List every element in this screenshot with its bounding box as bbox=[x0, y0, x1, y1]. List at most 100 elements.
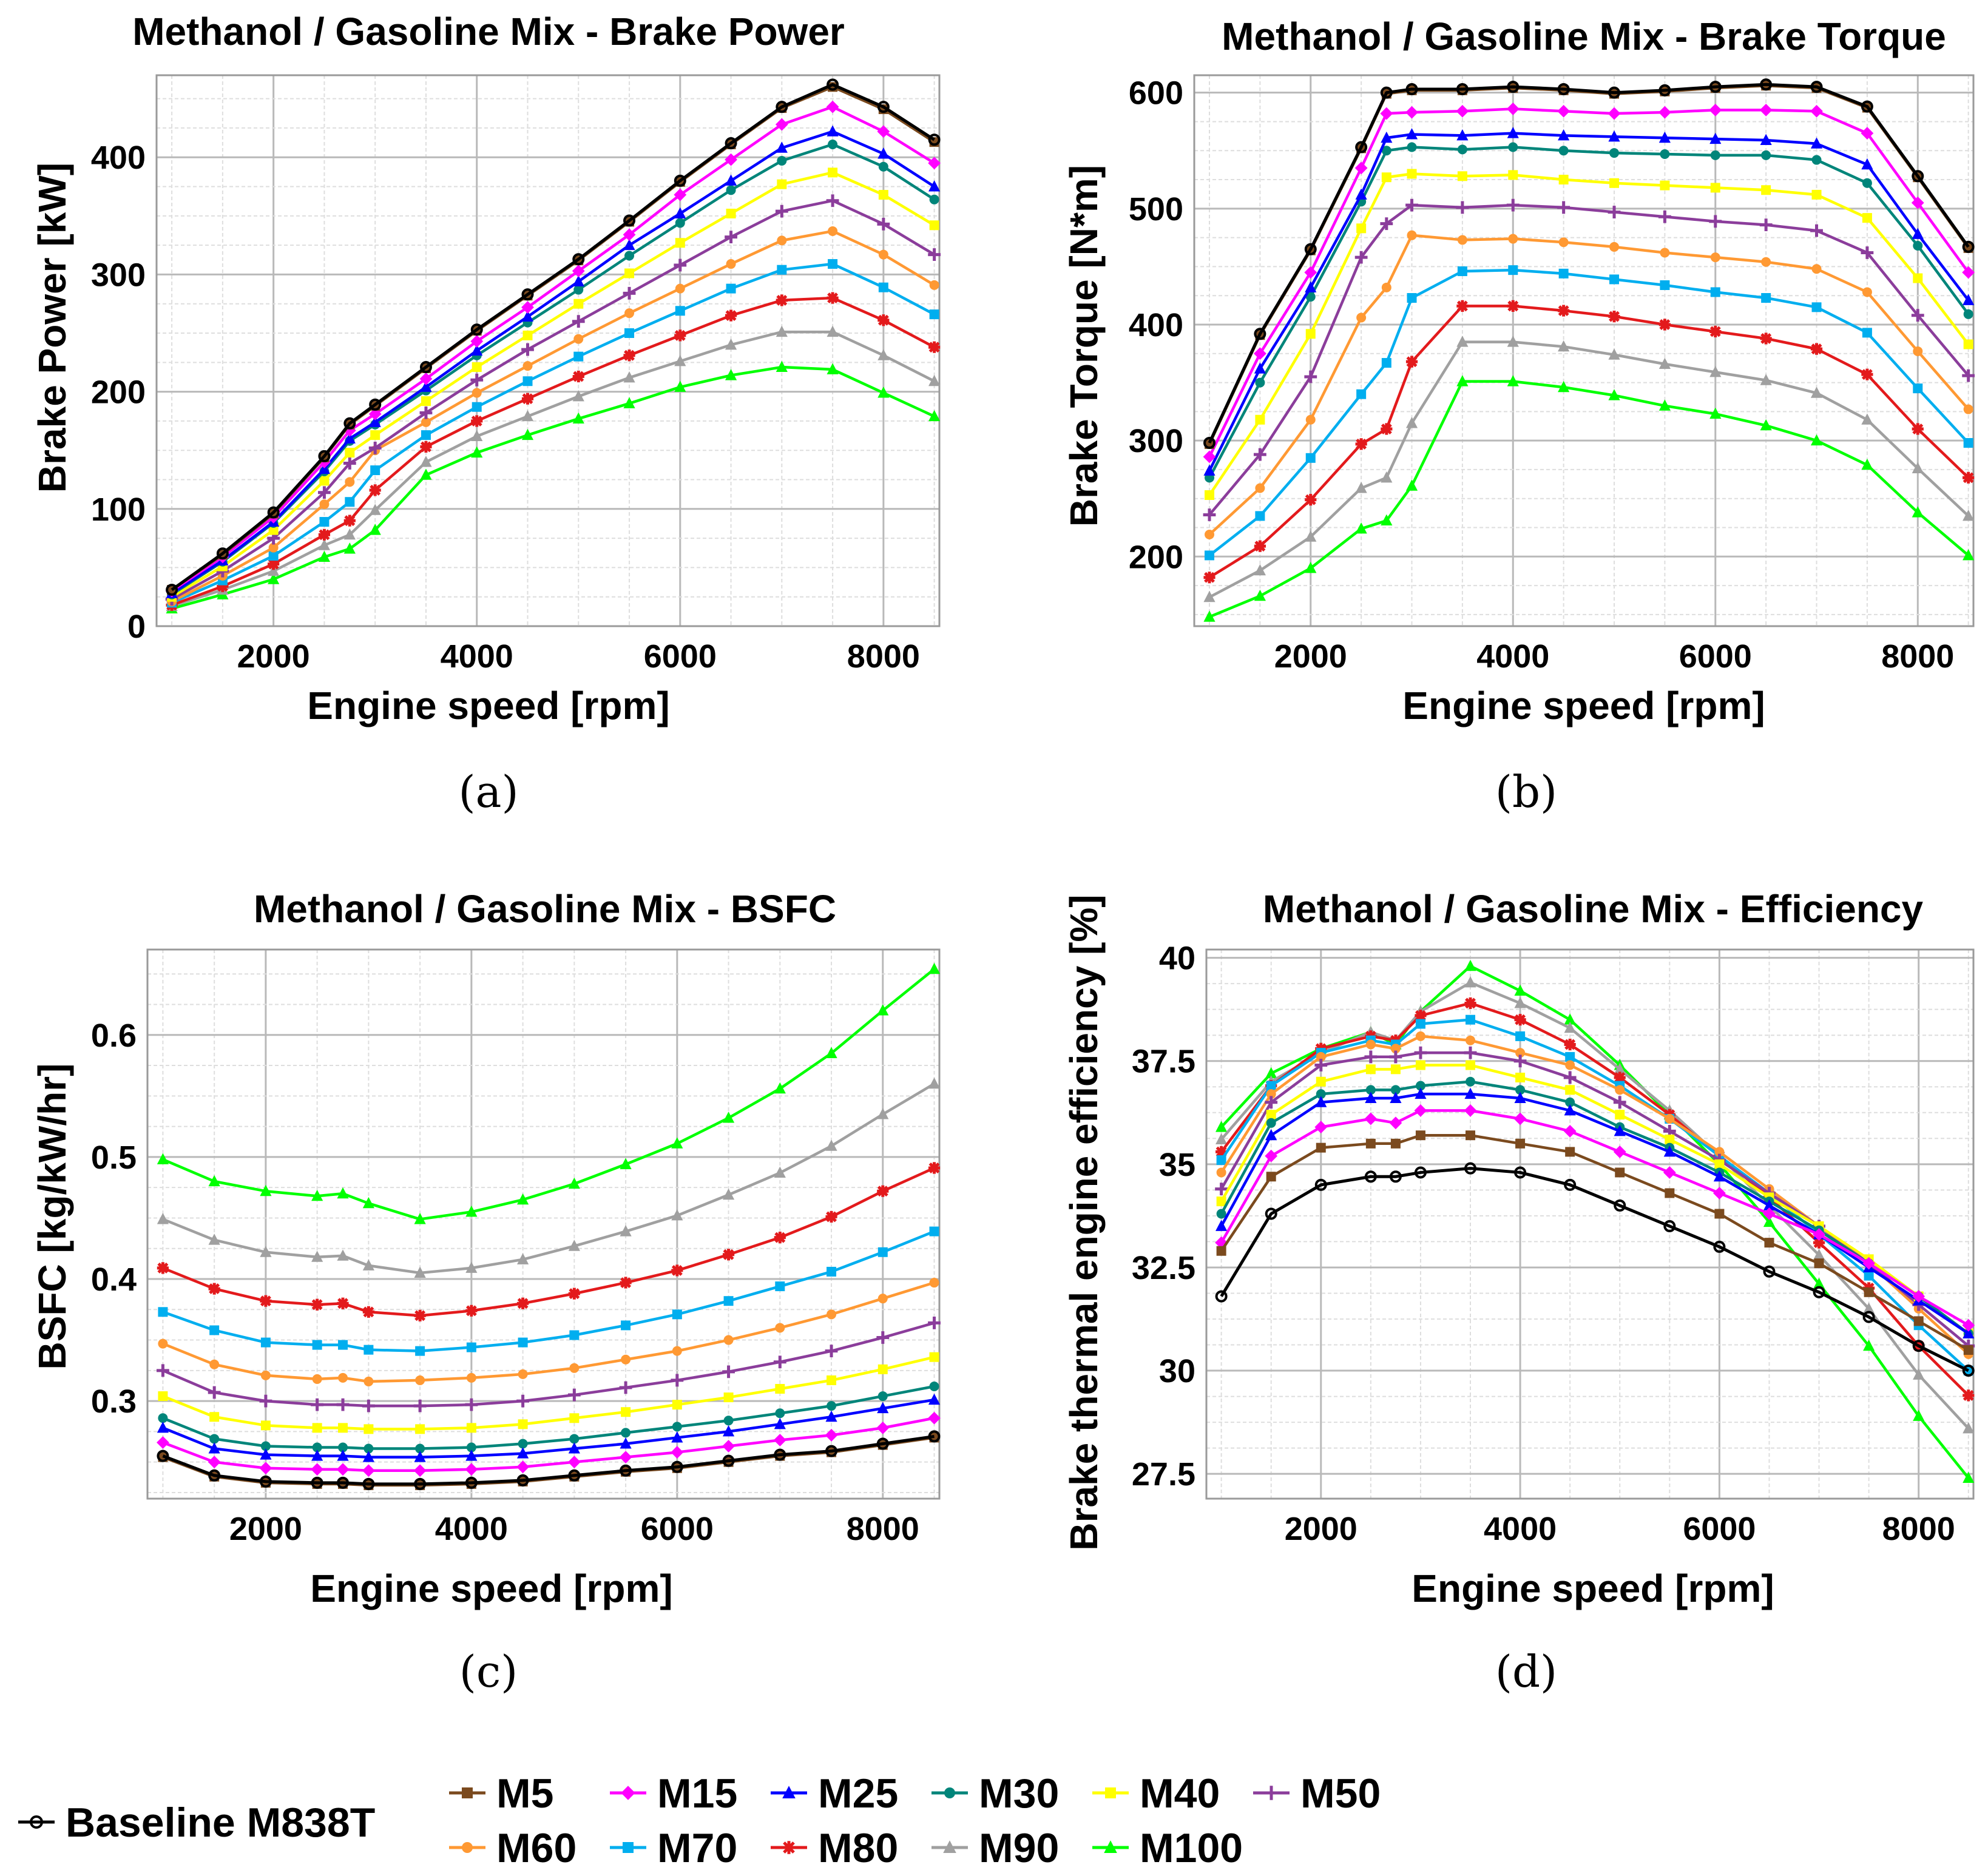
data-point-m90 bbox=[1381, 471, 1393, 483]
data-point-m5 bbox=[1565, 1147, 1575, 1157]
data-point-baseline bbox=[259, 1475, 272, 1488]
data-point-m100 bbox=[620, 1158, 632, 1169]
data-point-m70 bbox=[415, 1346, 425, 1356]
data-point-m40 bbox=[828, 167, 838, 178]
data-point-m50 bbox=[1354, 251, 1368, 264]
series-m30 bbox=[1205, 142, 1973, 483]
data-point-baseline bbox=[1203, 436, 1216, 449]
data-point-m100 bbox=[928, 410, 941, 422]
data-point-m30 bbox=[929, 1381, 939, 1391]
data-point-m15 bbox=[1414, 1104, 1427, 1117]
data-point-m30 bbox=[573, 285, 584, 295]
data-point-m25 bbox=[311, 1449, 323, 1461]
data-point-m25 bbox=[1265, 1129, 1277, 1141]
data-point-m50 bbox=[419, 406, 433, 419]
data-point-baseline bbox=[516, 1474, 529, 1487]
data-point-m80 bbox=[1760, 332, 1772, 345]
y-axis-label: Brake Torque [N*m] bbox=[1062, 165, 1106, 527]
data-point-m100 bbox=[1912, 506, 1924, 518]
series-m80 bbox=[166, 292, 941, 611]
data-point-m25 bbox=[1963, 1327, 1975, 1338]
data-point-m100 bbox=[1709, 407, 1722, 419]
data-point-m90 bbox=[268, 564, 280, 576]
data-point-m60 bbox=[672, 1346, 682, 1356]
data-point-m100 bbox=[877, 1004, 889, 1016]
data-point-m70 bbox=[621, 1320, 631, 1331]
data-point-m70 bbox=[573, 351, 584, 362]
data-point-m40 bbox=[522, 330, 533, 340]
data-point-m60 bbox=[421, 417, 431, 427]
data-point-m90 bbox=[671, 1209, 683, 1221]
data-point-m15 bbox=[826, 100, 839, 113]
data-point-m60 bbox=[1714, 1147, 1725, 1157]
data-point-m25 bbox=[725, 174, 737, 186]
data-point-m15 bbox=[521, 301, 534, 314]
data-point-m100 bbox=[877, 386, 890, 398]
data-point-m70 bbox=[672, 1309, 682, 1320]
data-point-m80 bbox=[369, 484, 381, 496]
data-point-m90 bbox=[517, 1253, 529, 1264]
series-line-baseline bbox=[1220, 1167, 1969, 1372]
data-point-m100 bbox=[318, 550, 331, 562]
data-point-m100 bbox=[208, 1175, 220, 1187]
data-point-m100 bbox=[1963, 548, 1975, 561]
data-point-m15 bbox=[1304, 266, 1317, 279]
data-point-baseline bbox=[877, 101, 890, 113]
data-point-m100 bbox=[343, 542, 356, 554]
data-point-m15 bbox=[773, 1434, 786, 1446]
data-point-m70 bbox=[268, 551, 279, 561]
data-point-m50 bbox=[623, 286, 636, 300]
data-point-m50 bbox=[1456, 201, 1469, 214]
data-point-m60 bbox=[828, 226, 838, 236]
data-point-m70 bbox=[260, 1337, 271, 1348]
data-point-m40 bbox=[569, 1413, 580, 1423]
data-point-m30 bbox=[726, 185, 736, 195]
data-point-m60 bbox=[1305, 414, 1316, 425]
data-point-m5 bbox=[1390, 1138, 1401, 1149]
data-point-m15 bbox=[1364, 1112, 1378, 1125]
data-point-m40 bbox=[415, 1424, 425, 1434]
data-point-m25 bbox=[1355, 188, 1367, 200]
data-point-m90 bbox=[1564, 1021, 1576, 1033]
data-point-m90 bbox=[774, 1166, 786, 1178]
data-point-m25 bbox=[1963, 294, 1975, 305]
data-point-m100 bbox=[362, 1196, 374, 1209]
data-point-m50 bbox=[1203, 508, 1216, 521]
data-point-m25 bbox=[414, 1451, 426, 1462]
data-point-m90 bbox=[825, 1139, 837, 1151]
data-point-m90 bbox=[1514, 997, 1526, 1008]
data-point-baseline bbox=[1658, 84, 1671, 96]
legend-item-m15: M15 bbox=[610, 1770, 737, 1817]
data-point-m100 bbox=[1203, 610, 1215, 622]
data-point-m25 bbox=[1390, 1092, 1402, 1103]
y-tick-label: 500 bbox=[1129, 191, 1183, 228]
data-point-m60 bbox=[621, 1354, 631, 1365]
data-point-m40 bbox=[1665, 1135, 1675, 1145]
data-point-m50 bbox=[567, 1388, 581, 1402]
data-point-m15 bbox=[928, 157, 941, 170]
data-point-m50 bbox=[1709, 215, 1722, 228]
legend-label: M50 bbox=[1300, 1770, 1381, 1817]
data-point-m15 bbox=[157, 1436, 169, 1449]
data-point-m100 bbox=[1381, 514, 1393, 526]
plot-frame bbox=[1193, 74, 1975, 627]
data-point-baseline bbox=[465, 1476, 478, 1489]
data-point-m50 bbox=[368, 441, 382, 454]
data-point-m15 bbox=[1557, 104, 1570, 118]
data-point-m100 bbox=[1963, 1471, 1975, 1483]
data-point-m50 bbox=[318, 486, 331, 499]
data-point-m80 bbox=[568, 1287, 580, 1300]
data-point-m80 bbox=[1507, 300, 1519, 312]
data-point-m70 bbox=[775, 1281, 785, 1292]
data-point-m50 bbox=[671, 1374, 684, 1387]
data-point-m40 bbox=[1811, 189, 1822, 200]
data-point-m80 bbox=[1203, 572, 1215, 584]
data-point-m70 bbox=[472, 402, 482, 412]
data-point-m70 bbox=[1205, 550, 1215, 561]
data-point-m25 bbox=[674, 207, 686, 218]
legend-item-m50: M50 bbox=[1253, 1770, 1381, 1817]
data-point-m80 bbox=[157, 1262, 169, 1274]
data-point-m40 bbox=[1365, 1064, 1376, 1075]
data-point-m100 bbox=[268, 573, 280, 584]
data-point-m70 bbox=[421, 430, 431, 440]
